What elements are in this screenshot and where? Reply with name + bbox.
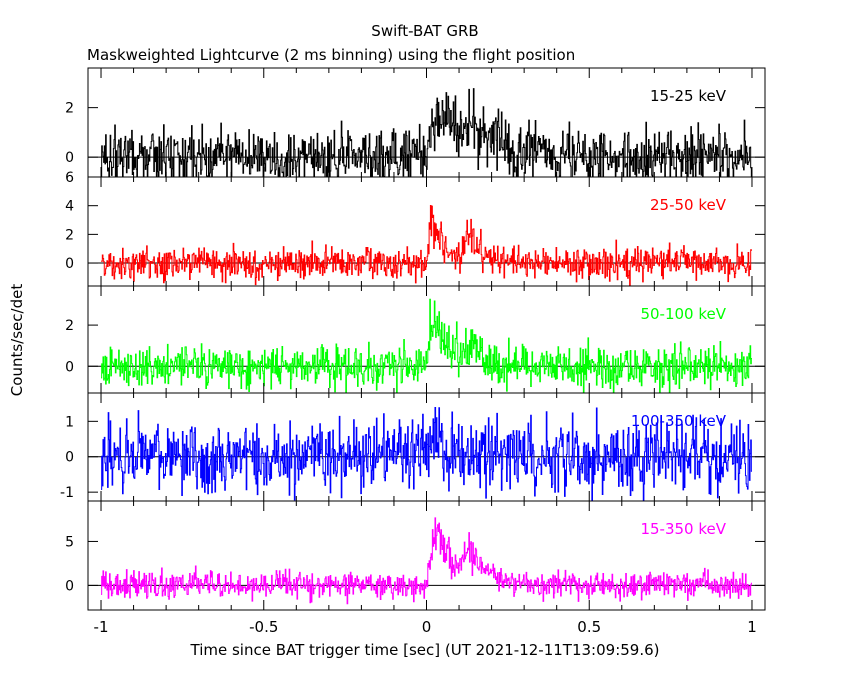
band-label: 50-100 keV (640, 305, 726, 323)
panels-group: 0 2 15-25 keV 0 2 4 6 25-50 keV 0 2 50-100 keV -1 0 1… (60, 67, 766, 636)
y-tick-label: 4 (65, 199, 74, 215)
lightcurve-series (101, 406, 752, 501)
y-tick-label: 2 (65, 318, 74, 334)
y-tick-label: 0 (65, 359, 74, 375)
panel-4: 0 5 15-350 keV (65, 500, 766, 611)
x-tick-label: 1 (747, 618, 757, 636)
y-tick-label: 0 (65, 256, 74, 272)
y-tick-label: 0 (65, 150, 74, 166)
lightcurve-series (101, 205, 752, 286)
lightcurve-series (101, 517, 752, 605)
band-label: 100-350 keV (631, 412, 727, 430)
y-tick-label: -1 (60, 485, 74, 501)
x-tick-label: 0 (422, 618, 432, 636)
chart-subtitle: Maskweighted Lightcurve (2 ms binning) u… (87, 46, 575, 64)
x-axis-label: Time since BAT trigger time [sec] (UT 20… (190, 641, 660, 659)
y-tick-label: 5 (65, 534, 74, 550)
panel-frame (87, 67, 766, 178)
panel-2: 0 2 50-100 keV (65, 285, 766, 394)
x-tick-label: 0.5 (577, 618, 601, 636)
y-tick-label: 0 (65, 578, 74, 594)
lightcurve-series (101, 298, 752, 393)
panel-3: -1 0 1 100-350 keV (60, 392, 766, 502)
y-tick-label: 2 (65, 101, 74, 117)
x-tick-label: -1 (94, 618, 109, 636)
panel-0: 0 2 15-25 keV (65, 67, 766, 178)
panel-1: 0 2 4 6 25-50 keV (65, 170, 766, 287)
panel-frame (87, 500, 766, 611)
y-tick-label: 2 (65, 227, 74, 243)
y-tick-label: 1 (65, 414, 74, 430)
band-label: 25-50 keV (650, 196, 727, 214)
band-label: 15-350 keV (640, 520, 726, 538)
y-axis-label: Counts/sec/det (8, 284, 26, 397)
band-label: 15-25 keV (650, 87, 727, 105)
y-tick-label: 6 (65, 170, 74, 186)
x-tick-label: -0.5 (249, 618, 278, 636)
y-tick-label: 0 (65, 450, 74, 466)
chart-title: Swift-BAT GRB (371, 22, 478, 40)
